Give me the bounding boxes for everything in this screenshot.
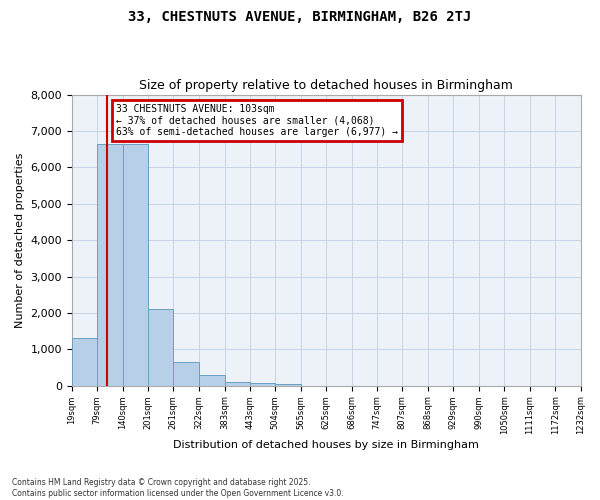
Text: Contains HM Land Registry data © Crown copyright and database right 2025.
Contai: Contains HM Land Registry data © Crown c… — [12, 478, 344, 498]
Bar — [199, 375, 224, 386]
Bar — [224, 382, 250, 386]
Bar — [97, 144, 122, 386]
Bar — [250, 383, 275, 386]
Bar — [148, 310, 173, 386]
Text: 33, CHESTNUTS AVENUE, BIRMINGHAM, B26 2TJ: 33, CHESTNUTS AVENUE, BIRMINGHAM, B26 2T… — [128, 10, 472, 24]
Bar — [173, 362, 199, 386]
Text: 33 CHESTNUTS AVENUE: 103sqm
← 37% of detached houses are smaller (4,068)
63% of : 33 CHESTNUTS AVENUE: 103sqm ← 37% of det… — [116, 104, 398, 137]
Bar — [275, 384, 301, 386]
X-axis label: Distribution of detached houses by size in Birmingham: Distribution of detached houses by size … — [173, 440, 479, 450]
Y-axis label: Number of detached properties: Number of detached properties — [15, 152, 25, 328]
Bar — [122, 144, 148, 386]
Title: Size of property relative to detached houses in Birmingham: Size of property relative to detached ho… — [139, 79, 513, 92]
Bar — [72, 338, 97, 386]
